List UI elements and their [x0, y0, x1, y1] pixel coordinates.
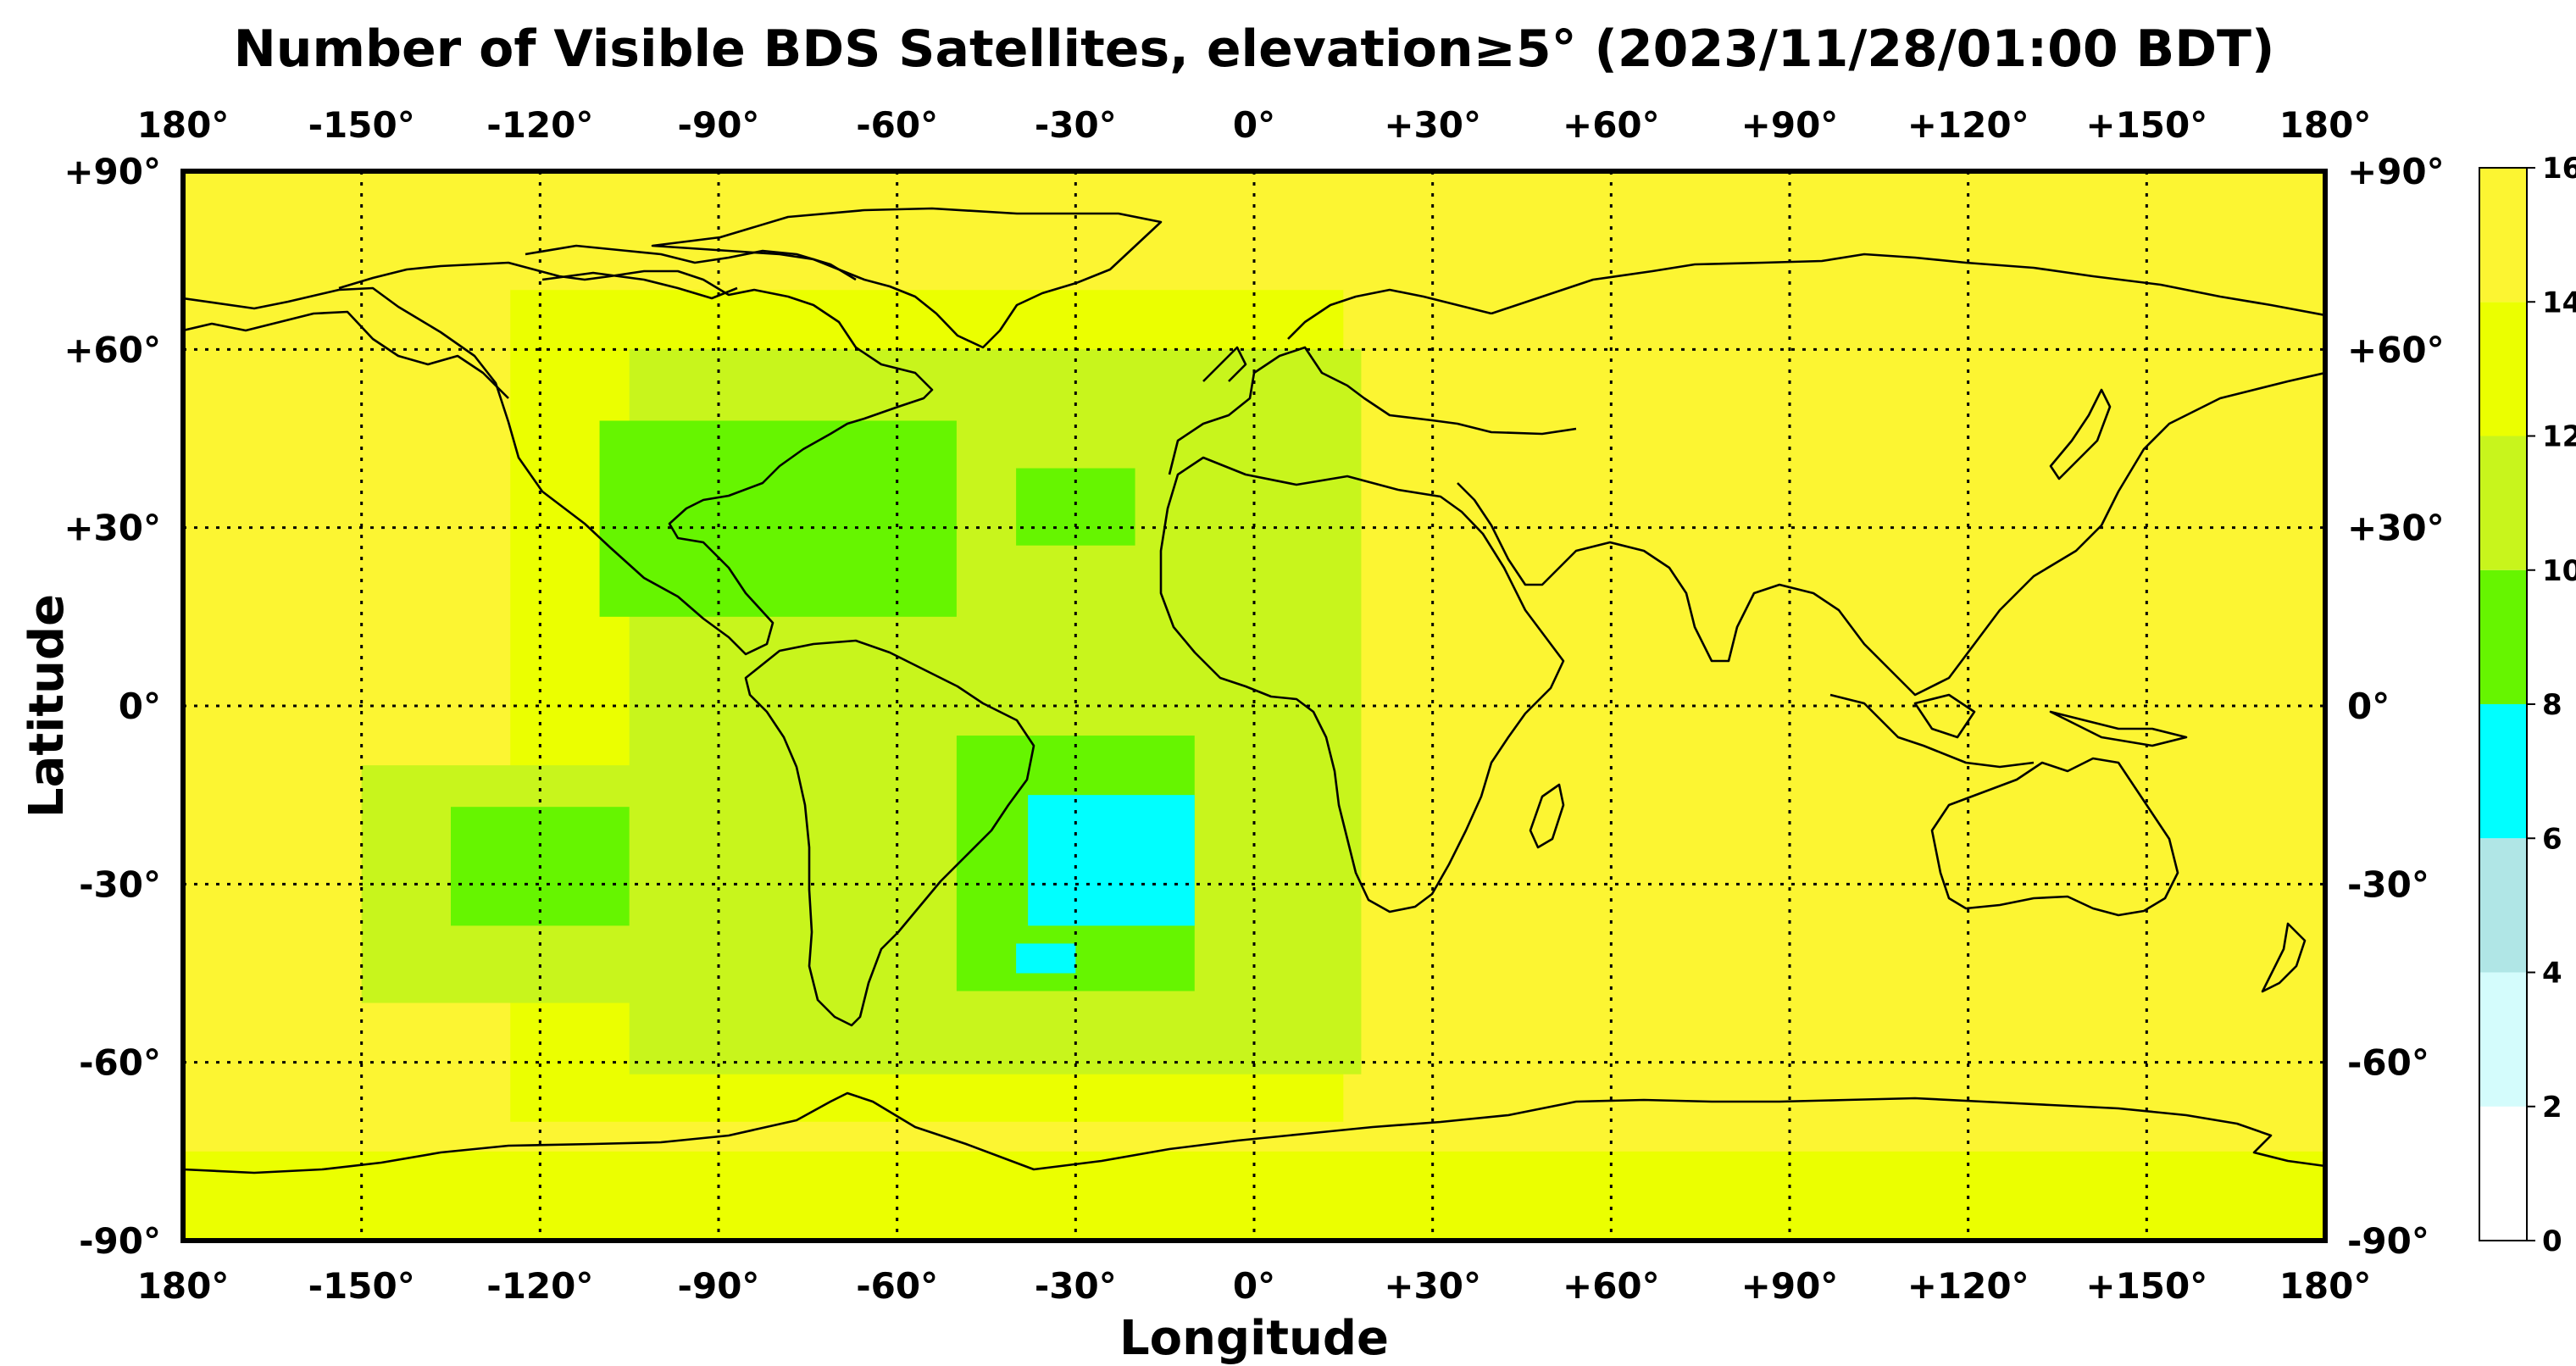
coastline-antarctica	[183, 1091, 2325, 1174]
heatmap-region-5	[599, 420, 957, 617]
colorbar-tick-0: 0	[2542, 1224, 2562, 1258]
colorbar-band-3	[2479, 704, 2527, 839]
colorbar-band-1	[2479, 972, 2527, 1107]
lat-tick-left-4: -30°	[79, 863, 161, 905]
colorbar-band-7	[2479, 168, 2527, 303]
coastline-north-america	[183, 261, 934, 656]
lon-tick-bottom-12: 180°	[2279, 1265, 2372, 1307]
lon-tick-top-7: +30°	[1384, 104, 1481, 146]
lat-tick-left-3: 0°	[119, 686, 161, 727]
lon-tick-top-8: +60°	[1563, 104, 1660, 146]
colorbar-band-0	[2479, 1106, 2527, 1241]
coastline-australia	[1930, 757, 2179, 917]
lon-tick-top-11: +150°	[2085, 104, 2207, 146]
lon-tick-bottom-7: +30°	[1384, 1265, 1481, 1307]
colorbar-tick-2: 4	[2542, 957, 2562, 991]
heatmap-regions	[183, 290, 2325, 1241]
lon-tick-bottom-8: +60°	[1563, 1265, 1660, 1307]
lon-tick-top-3: -90°	[678, 104, 760, 146]
coastline-alaska	[183, 310, 509, 399]
colorbar: 0 2 4 6 8 10 12 14 16	[2479, 152, 2576, 1258]
lon-tick-top-0: 180°	[137, 104, 230, 146]
lon-tick-bottom-10: +120°	[1907, 1265, 2029, 1307]
lon-tick-bottom-1: -150°	[308, 1265, 415, 1307]
coastline-greenland	[651, 207, 1163, 349]
coastline-indonesia	[1829, 693, 2188, 769]
lon-tick-top-6: 0°	[1233, 104, 1275, 146]
lat-tick-left-2: +30°	[64, 508, 161, 549]
lon-tick-bottom-3: -90°	[678, 1265, 760, 1307]
lat-tick-right-0: +90°	[2347, 151, 2445, 192]
lat-tick-right-2: +30°	[2347, 508, 2445, 549]
plot-frame	[180, 169, 2328, 1243]
lon-tick-top-4: -60°	[856, 104, 938, 146]
coastline-japan	[2049, 388, 2112, 480]
lat-ticks-left: +90° +60° +30° 0° -30° -60° -90°	[64, 151, 161, 1262]
coastline-new-zealand	[2261, 922, 2307, 993]
lat-ticks-right: +90° +60° +30° 0° -30° -60° -90°	[2347, 151, 2445, 1262]
lat-tick-right-4: -30°	[2347, 863, 2429, 905]
lon-tick-bottom-5: -30°	[1035, 1265, 1117, 1307]
lon-ticks-bottom: 180° -150° -120° -90° -60° -30° 0° +30° +60° +90°…	[137, 1265, 2372, 1307]
colorbar-tick-5: 10	[2542, 554, 2576, 588]
lat-tick-right-5: -60°	[2347, 1042, 2429, 1084]
lon-tick-top-2: -120°	[486, 104, 593, 146]
y-axis-label: Latitude	[19, 594, 75, 818]
lat-tick-left-1: +60°	[64, 329, 161, 370]
coastline-asia	[1457, 253, 2325, 697]
coastline-europe	[1168, 288, 1577, 475]
coastline-africa	[1159, 456, 1565, 913]
coastlines	[183, 207, 2325, 1174]
colorbar-tick-4: 8	[2542, 688, 2562, 722]
colorbar-tick-8: 16	[2542, 152, 2576, 186]
lon-tick-top-1: -150°	[308, 104, 415, 146]
colorbar-tick-7: 14	[2542, 286, 2576, 319]
x-axis-label: Longitude	[1119, 1311, 1389, 1366]
colorbar-band-2	[2479, 838, 2527, 973]
heatmap-region-8	[1028, 795, 1195, 926]
lon-ticks-top: 180° -150° -120° -90° -60° -30° 0° +30° +60° +90°…	[137, 104, 2372, 146]
colorbar-band-4	[2479, 569, 2527, 704]
lon-tick-bottom-6: 0°	[1233, 1265, 1275, 1307]
graticule	[183, 171, 2325, 1241]
lat-tick-right-1: +60°	[2347, 329, 2445, 370]
lon-tick-top-5: -30°	[1035, 104, 1117, 146]
lat-tick-left-0: +90°	[64, 151, 161, 192]
colorbar-tick-1: 2	[2542, 1091, 2562, 1124]
chart-title: Number of Visible BDS Satellites, elevat…	[234, 19, 2275, 79]
colorbar-band-5	[2479, 436, 2527, 570]
lon-tick-bottom-2: -120°	[486, 1265, 593, 1307]
lon-tick-bottom-0: 180°	[137, 1265, 230, 1307]
colorbar-tick-6: 12	[2542, 420, 2576, 454]
lat-tick-left-6: -90°	[79, 1220, 161, 1262]
lon-tick-bottom-4: -60°	[856, 1265, 938, 1307]
lat-tick-right-3: 0°	[2347, 686, 2390, 727]
heatmap-region-9	[1016, 943, 1076, 974]
lon-tick-bottom-11: +150°	[2085, 1265, 2207, 1307]
lon-tick-top-9: +90°	[1741, 104, 1839, 146]
lon-tick-top-12: 180°	[2279, 104, 2372, 146]
lon-tick-bottom-9: +90°	[1741, 1265, 1839, 1307]
colorbar-tick-3: 6	[2542, 822, 2562, 856]
colorbar-band-6	[2479, 302, 2527, 436]
coastline-madagascar	[1529, 783, 1565, 849]
lat-tick-right-6: -90°	[2347, 1220, 2429, 1262]
lon-tick-top-10: +120°	[1907, 104, 2029, 146]
lat-tick-left-5: -60°	[79, 1042, 161, 1084]
